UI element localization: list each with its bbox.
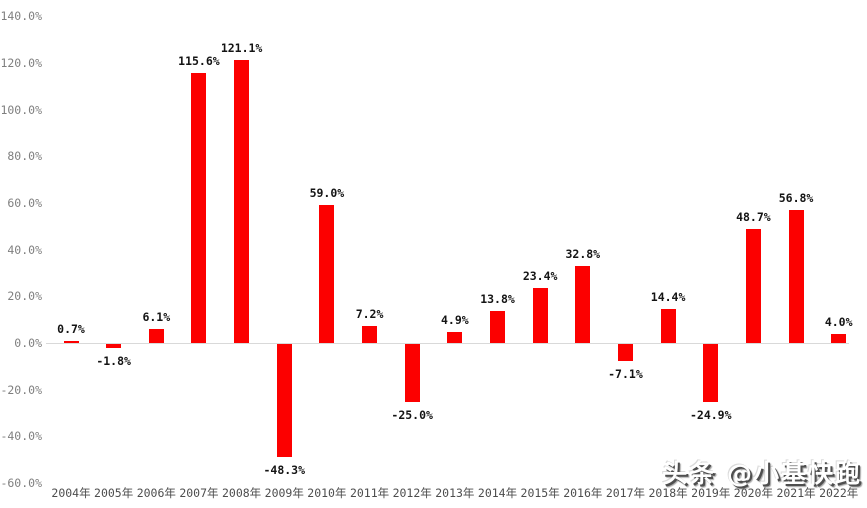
y-axis-label: -20.0% [0,382,42,397]
zero-axis-line [46,343,849,344]
bar-value-label: 4.0% [824,314,853,329]
x-axis-label: 2012年 [392,486,432,500]
bar-2004 [63,341,79,343]
bar-value-label: 23.4% [522,269,558,284]
bar-value-label: 6.1% [142,309,171,324]
y-axis-label: 20.0% [7,289,42,304]
x-axis-label: 2006年 [136,486,176,500]
bar-2009 [276,344,292,457]
x-axis-label: 2021年 [776,486,816,500]
y-axis-label: 80.0% [7,149,42,164]
x-axis-label: 2011年 [349,486,390,500]
bar-2011 [362,326,378,343]
y-axis-label: 40.0% [7,242,42,257]
bar-value-label: -25.0% [391,408,433,423]
bar-2022 [831,333,847,343]
bar-2008 [234,60,250,343]
x-axis-label: 2008年 [221,486,262,500]
x-axis-label: 2009年 [264,486,304,500]
x-axis-label: 2016年 [563,486,603,500]
bar-value-label: 115.6% [178,54,220,69]
x-axis-label: 2004年 [51,486,91,500]
x-axis-label: 2015年 [520,486,560,500]
bar-value-label: 121.1% [220,41,263,56]
x-axis-label: 2020年 [733,486,773,500]
bar-value-label: 14.4% [650,290,686,305]
bar-2005 [106,344,122,349]
bar-value-label: 32.8% [565,247,601,262]
x-axis-label: 2017年 [605,486,646,500]
bar-2007 [191,73,207,343]
y-axis-label: -60.0% [0,476,42,491]
bar-value-label: 13.8% [480,291,515,306]
x-axis-label: 2018年 [648,486,688,500]
bar-value-label: 56.8% [778,191,814,206]
bar-2010 [319,205,335,343]
y-axis-label: 120.0% [0,55,42,70]
y-axis-label: 140.0% [0,9,42,24]
bar-value-label: -1.8% [96,354,131,369]
x-axis-label: 2019年 [691,486,731,500]
x-axis-label: 2005年 [94,486,134,500]
bar-2013 [447,331,463,343]
bar-2018 [660,309,676,343]
bar-value-label: 7.2% [355,307,384,322]
bar-value-label: 48.7% [736,210,771,225]
bar-value-label: 59.0% [309,186,345,201]
bar-value-label: -7.1% [608,366,643,381]
x-axis-label: 2022年 [819,486,859,500]
y-axis-label: 100.0% [0,102,42,117]
bar-2015 [532,288,548,343]
bar-2014 [490,310,505,343]
bar-2020 [745,229,761,343]
bar-2016 [575,266,591,343]
bar-value-label: -24.9% [689,408,732,423]
x-axis-label: 2010年 [307,486,347,500]
bar-2017 [617,344,633,361]
x-axis-label: 2013年 [435,486,475,500]
bar-value-label: -48.3% [263,462,306,477]
bar-2019 [703,344,719,403]
bar-value-label: 0.7% [57,322,85,337]
bar-2006 [148,328,164,343]
watermark: 头条 @小基快跑 [662,459,862,488]
y-axis-label: 0.0% [14,336,42,350]
y-axis-label: 60.0% [7,195,42,210]
x-axis-label: 2014年 [477,486,518,500]
x-axis-label: 2007年 [179,486,219,500]
bar-2021 [788,210,804,343]
bar-2012 [404,344,420,403]
y-axis-label: -40.0% [0,429,42,444]
bar-value-label: 4.9% [440,312,469,327]
